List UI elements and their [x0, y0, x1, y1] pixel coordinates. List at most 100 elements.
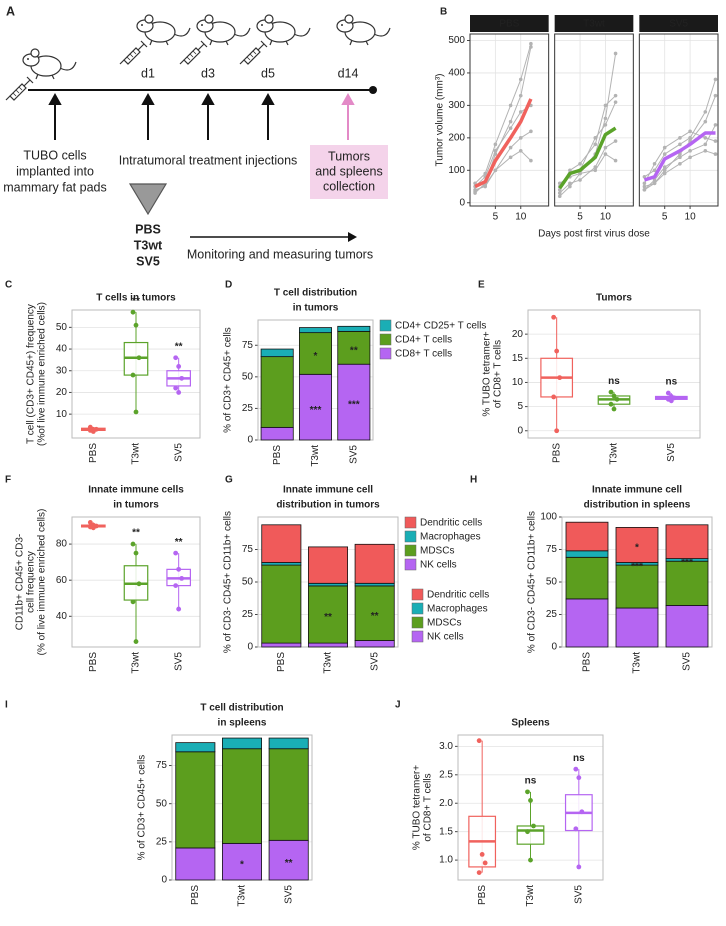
legend-label: NK cells [427, 632, 464, 643]
individual-point [593, 142, 598, 147]
individual-point [662, 171, 667, 176]
significance: ** [132, 528, 140, 539]
bar-segment [298, 327, 332, 334]
significance: *** [348, 400, 360, 411]
individual-point [703, 149, 708, 153]
panel-label: B [440, 7, 447, 18]
individual-point [713, 152, 718, 156]
x-tick-label: PBS [582, 652, 593, 672]
plot-border [527, 309, 701, 439]
bar-segment [565, 598, 609, 648]
individual-line [474, 104, 532, 187]
bar-segment [260, 426, 294, 441]
individual-point [688, 149, 692, 153]
point [133, 409, 139, 415]
chart-title: T cells in tumors [96, 293, 176, 304]
x-tick-label: SV5 [666, 443, 677, 462]
x-tick-label: PBS [88, 652, 99, 672]
point [176, 566, 182, 572]
mean-line [474, 98, 533, 189]
significance: *** [631, 561, 643, 572]
panel-label: I [5, 700, 8, 711]
point [90, 429, 96, 434]
individual-line [474, 43, 532, 184]
point [557, 375, 563, 381]
point [579, 809, 585, 815]
x-tick-label: SV5 [573, 885, 584, 904]
point [573, 826, 579, 832]
implant-text: mammary fat pads [3, 180, 107, 194]
y-tick-label: 75 [242, 340, 254, 351]
point [133, 322, 139, 328]
bar-segment [175, 751, 216, 849]
y-tick-label: 75 [156, 760, 168, 771]
individual-point [508, 145, 513, 150]
point [611, 406, 617, 412]
bar-segment [665, 560, 709, 606]
legend-swatch [404, 544, 417, 557]
legend-label: Dendritic cells [427, 590, 489, 601]
individual-point [652, 168, 657, 173]
individual-point [578, 162, 582, 166]
individual-point [603, 145, 608, 150]
group-label: T3wt [134, 238, 163, 252]
point [179, 575, 185, 581]
y-tick-label: 100 [540, 512, 557, 523]
group-label: PBS [135, 222, 161, 236]
point [90, 525, 96, 531]
bar-segment [221, 737, 262, 750]
legend-label: Macrophages [420, 532, 481, 543]
bar-segment [298, 373, 332, 441]
syringe-icon [179, 40, 208, 65]
point [668, 398, 674, 404]
y-tick-label: 20 [512, 329, 524, 340]
collection-text: and spleens [315, 164, 382, 178]
y-axis-label: of CD8+ T cells [493, 340, 504, 408]
x-tick-label: SV5 [348, 445, 359, 464]
y-tick-label: 80 [56, 539, 68, 550]
individual-line [474, 150, 532, 192]
timepoint-label: d3 [201, 66, 215, 80]
point [173, 583, 179, 589]
x-tick-label: PBS [190, 885, 201, 905]
point [614, 396, 620, 402]
timeline-end [369, 86, 377, 94]
point [476, 870, 482, 876]
individual-point [613, 158, 618, 163]
individual-point [568, 181, 572, 186]
x-tick-label: T3wt [310, 445, 321, 467]
individual-point [662, 168, 667, 173]
point [130, 541, 136, 547]
significance: ns [665, 377, 677, 388]
individual-point [662, 145, 667, 150]
chart-title: Spleens [511, 718, 550, 729]
individual-point [613, 139, 618, 143]
individual-point [593, 136, 598, 140]
x-tick-label: T3wt [131, 443, 142, 465]
panel-label: C [5, 280, 12, 291]
y-tick-label: 400 [448, 68, 465, 79]
y-tick-label: 50 [56, 322, 68, 333]
panel-label: A [6, 4, 15, 18]
individual-point [713, 77, 718, 82]
point [528, 797, 533, 803]
bar-segment [615, 564, 659, 609]
point [476, 738, 482, 744]
bar-segment [337, 330, 371, 365]
legend-swatch [411, 588, 424, 601]
y-axis-label: % of CD3+ CD45+ cells [223, 327, 234, 433]
individual-point [678, 162, 682, 166]
monitoring-arrowhead [348, 232, 357, 242]
y-tick-label: 50 [242, 371, 254, 382]
x-tick-label: 5 [662, 212, 668, 223]
legend-label: MDSCs [420, 546, 454, 557]
x-tick-label: T3wt [323, 652, 334, 674]
y-axis-label: % of CD3+ CD45+ cells [137, 755, 148, 861]
y-tick-label: 10 [56, 409, 68, 420]
bar-segment [665, 605, 709, 648]
individual-point [493, 142, 498, 147]
y-tick-label: 500 [448, 35, 465, 46]
y-tick-label: 1.5 [439, 826, 453, 837]
point [130, 599, 136, 605]
